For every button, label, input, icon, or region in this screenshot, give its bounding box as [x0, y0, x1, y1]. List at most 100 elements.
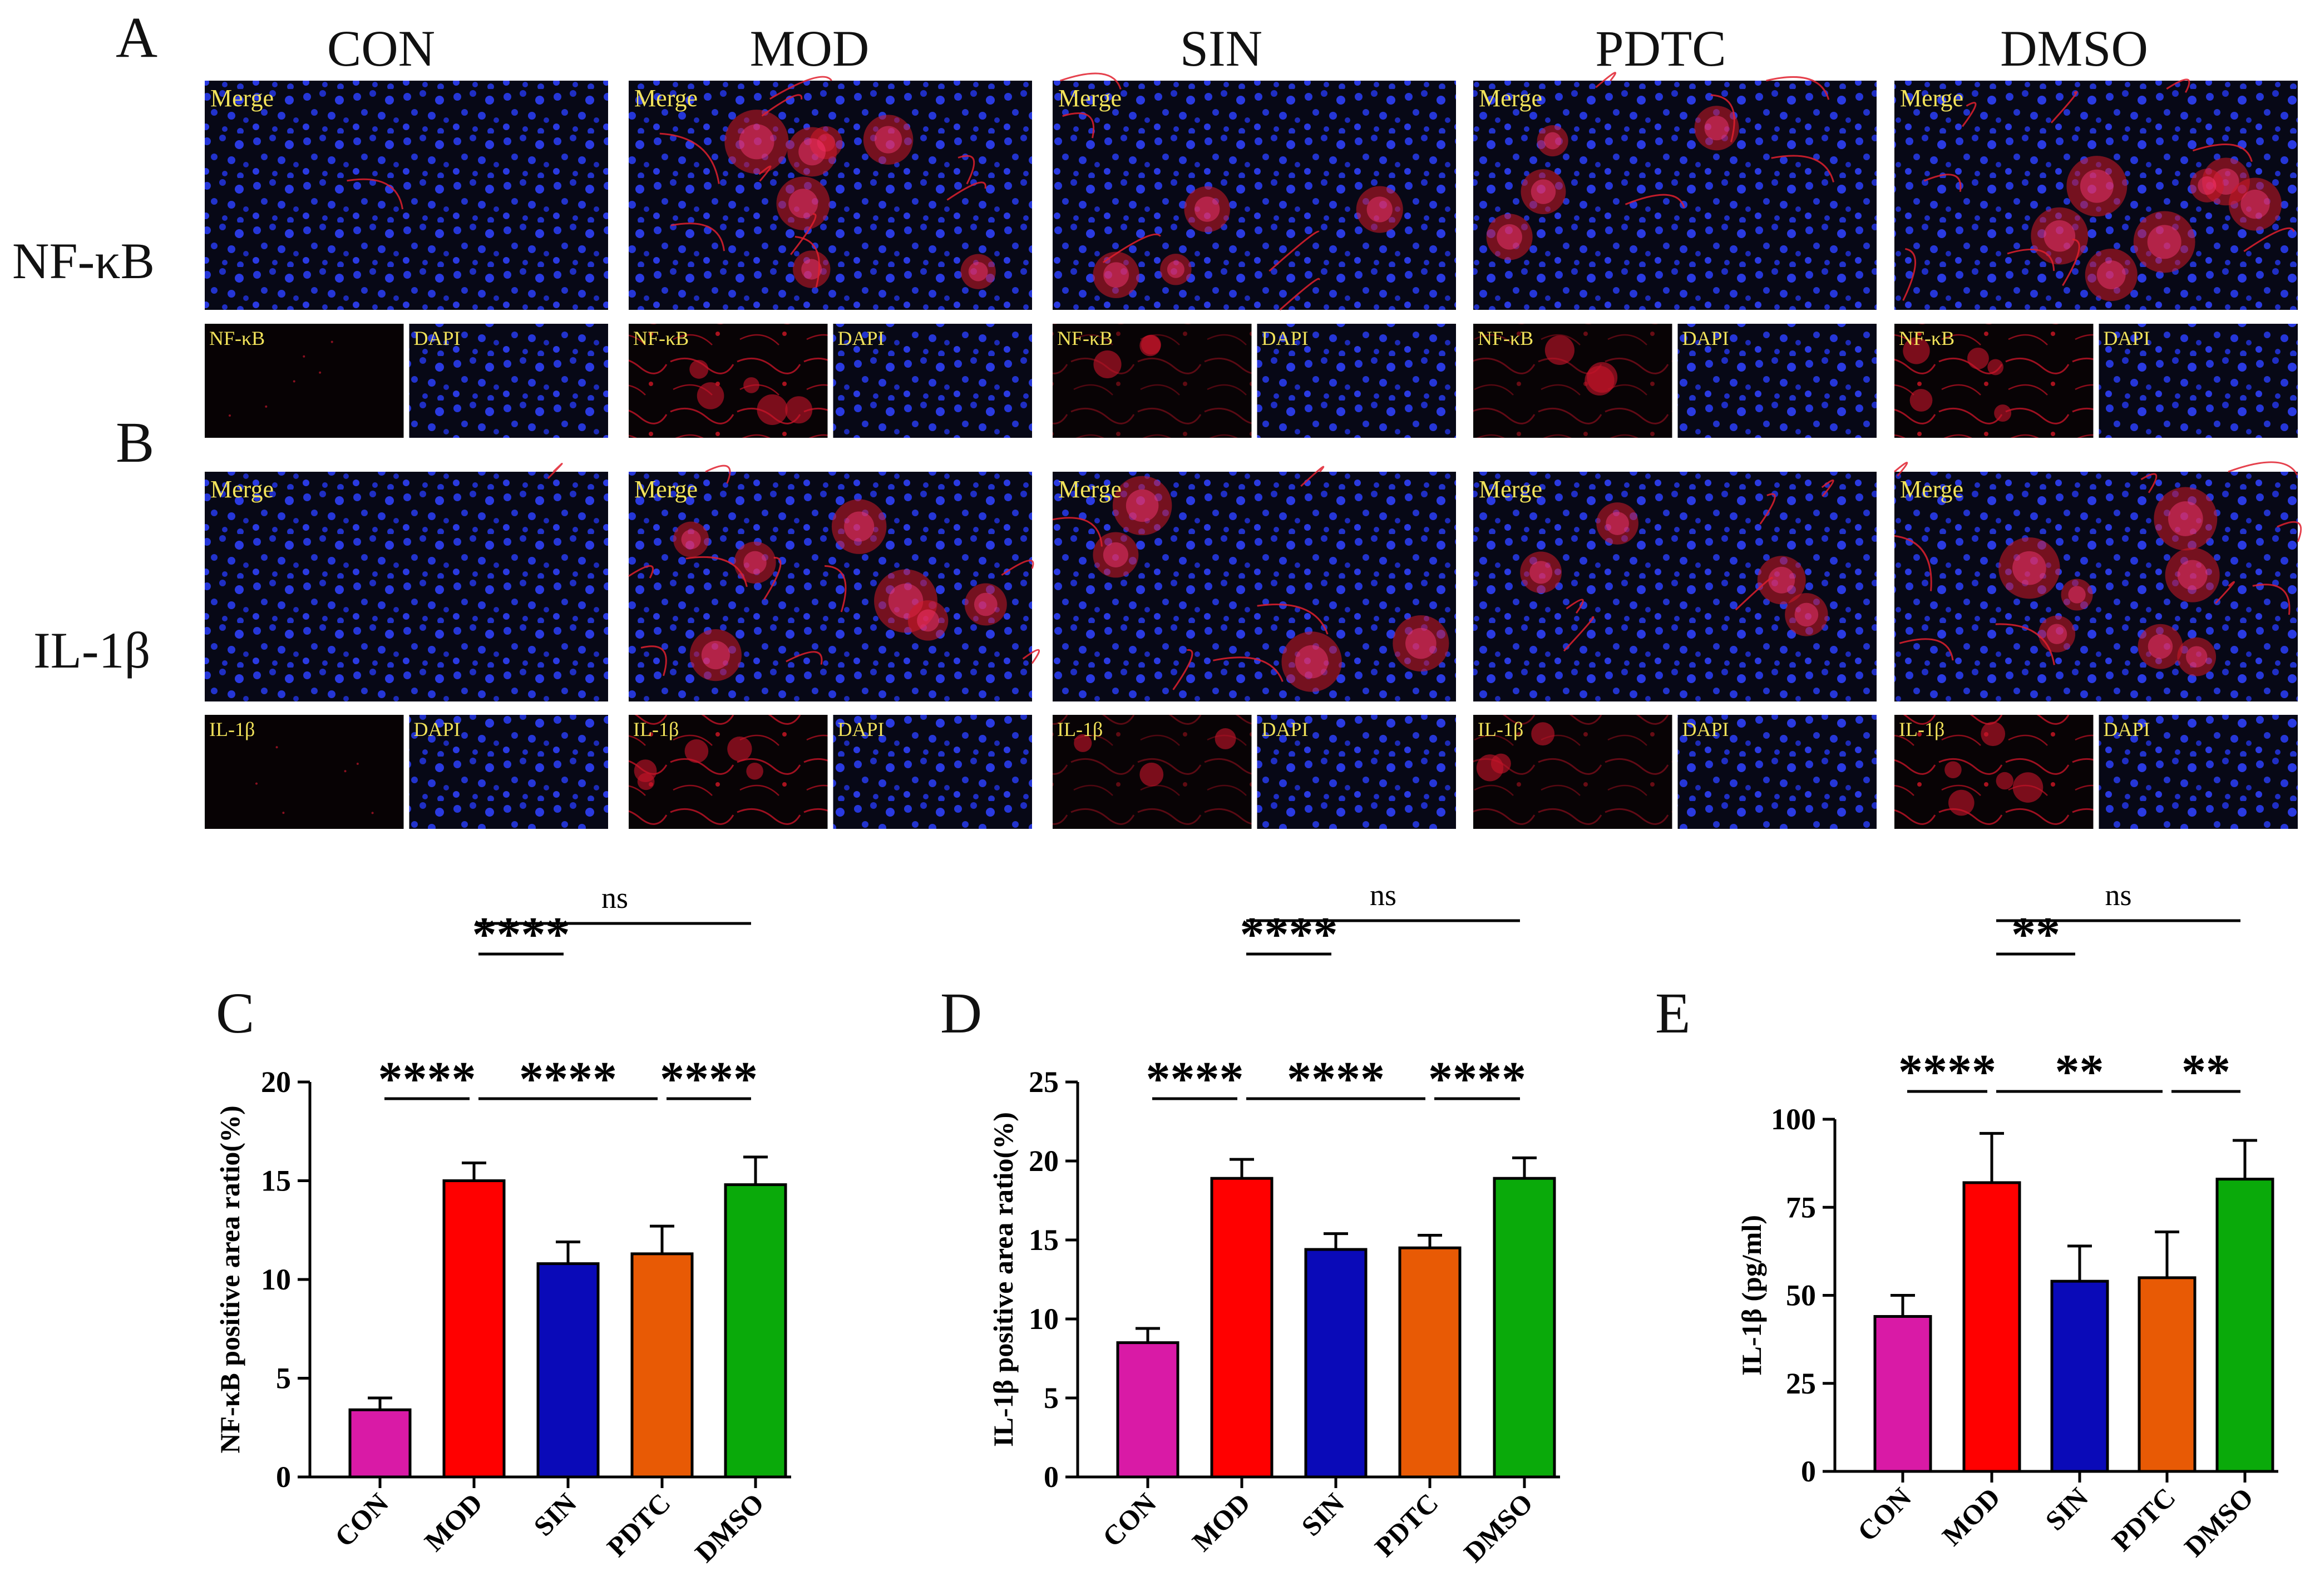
- y-tick-label: 10: [1029, 1302, 1059, 1336]
- bar-mod: MOD: [418, 1162, 506, 1557]
- significance-label: ****: [1898, 1045, 1996, 1099]
- y-tick-label: 0: [1044, 1460, 1059, 1494]
- bar-rect: [1304, 1248, 1368, 1479]
- dapi-image-il1b-con: DAPI: [409, 715, 608, 829]
- x-tick-label: MOD: [1186, 1487, 1256, 1557]
- dapi-image-il1b-mod: DAPI: [833, 715, 1032, 829]
- dapi-image-nfkb-con: DAPI: [409, 324, 608, 438]
- dapi-image-il1b-dmso: DAPI: [2099, 715, 2298, 829]
- significance-1-2: ****: [472, 908, 570, 962]
- merge-image-il1b-dmso: Merge: [1894, 461, 2302, 701]
- marker-label: NF-κB: [1057, 327, 1113, 349]
- marker-image-nfkb-mod: NF-κB: [629, 324, 828, 438]
- significance-label: ****: [472, 908, 570, 962]
- row-label-nfkb: NF-κB: [12, 233, 155, 289]
- dapi-image-nfkb-sin: DAPI: [1257, 324, 1456, 438]
- bar-dmso: DMSO: [1458, 1156, 1556, 1568]
- significance-3-4: ****: [660, 1053, 758, 1106]
- y-axis-label: IL-1β positive area ratio(%): [988, 1112, 1019, 1447]
- x-tick-label: MOD: [1936, 1481, 2006, 1551]
- merge-image-il1b-mod: Merge: [628, 465, 1040, 701]
- bar-rect: [1493, 1177, 1556, 1479]
- significance-label: **: [2011, 908, 2060, 962]
- significance-1-3: ****: [1246, 1053, 1425, 1106]
- dapi-image-nfkb-dmso: DAPI: [2099, 324, 2298, 438]
- y-tick-label: 75: [1786, 1190, 1816, 1224]
- dapi-label: DAPI: [414, 327, 461, 349]
- y-tick-label: 10: [261, 1263, 291, 1296]
- dapi-label: DAPI: [414, 718, 461, 740]
- bar-rect: [630, 1252, 694, 1479]
- merge-label: Merge: [634, 85, 698, 112]
- significance-label: ****: [1146, 1053, 1244, 1106]
- significance-label: ns: [1370, 878, 1396, 912]
- bar-rect: [1873, 1315, 1932, 1473]
- marker-image-il1b-mod: IL-1β: [629, 715, 828, 829]
- bar-mod: MOD: [1936, 1131, 2021, 1551]
- dapi-image-nfkb-pdtc: DAPI: [1677, 324, 1877, 438]
- significance-1-2: ****: [1240, 908, 1338, 962]
- significance-label: ns: [601, 881, 628, 915]
- y-tick-label: 20: [1029, 1144, 1059, 1178]
- y-tick-label: 5: [276, 1362, 291, 1395]
- marker-image-nfkb-sin: NF-κB: [1053, 324, 1252, 438]
- bar-rect: [2138, 1276, 2197, 1473]
- y-tick-label: 50: [1786, 1279, 1816, 1312]
- merge-image-nfkb-sin: Merge: [1053, 72, 1456, 311]
- y-tick-label: 15: [261, 1164, 291, 1198]
- x-tick-label: PDTC: [1369, 1487, 1444, 1563]
- chart-d: 0 5 10 15 20 25 IL-1β positive area ratio(%) CO…: [988, 878, 1560, 1568]
- dapi-image-il1b-sin: DAPI: [1257, 715, 1456, 829]
- significance-1-2: **: [1996, 908, 2075, 962]
- dapi-image-il1b-pdtc: DAPI: [1677, 715, 1877, 829]
- bar-rect: [1116, 1341, 1179, 1479]
- significance-label: ****: [660, 1053, 758, 1106]
- significance-1-3: **: [1996, 1045, 2163, 1099]
- column-header-dmso: DMSO: [2000, 20, 2148, 77]
- x-tick-label: PDTC: [601, 1487, 677, 1563]
- bar-con: CON: [1097, 1327, 1179, 1553]
- significance-0-1: ****: [1146, 1053, 1244, 1106]
- chart-c: 0 5 10 15 20 NF-κB positive area ratio(%) CON M…: [214, 881, 791, 1568]
- marker-image-nfkb-con: NF-κB: [205, 324, 404, 438]
- bar-mod: MOD: [1186, 1158, 1274, 1557]
- bar-con: CON: [1852, 1294, 1932, 1547]
- y-tick-label: 100: [1771, 1103, 1816, 1136]
- marker-label: NF-κB: [633, 327, 689, 349]
- marker-image-nfkb-pdtc: NF-κB: [1473, 324, 1672, 438]
- y-tick-label: 20: [261, 1065, 291, 1099]
- x-tick-label: SIN: [527, 1487, 583, 1542]
- marker-label: NF-κB: [1899, 327, 1954, 349]
- x-tick-label: MOD: [418, 1487, 488, 1557]
- significance-1-4: ns: [1996, 878, 2240, 922]
- dapi-label: DAPI: [1682, 718, 1729, 740]
- marker-label: NF-κB: [209, 327, 265, 349]
- bar-pdtc: PDTC: [1369, 1233, 1462, 1563]
- x-tick-label: DMSO: [2178, 1481, 2259, 1563]
- column-header-con: CON: [327, 20, 435, 77]
- marker-label: IL-1β: [209, 718, 255, 740]
- significance-label: **: [2181, 1045, 2230, 1099]
- merge-label: Merge: [1479, 476, 1542, 503]
- x-tick-label: PDTC: [2106, 1481, 2181, 1557]
- dapi-label: DAPI: [1262, 718, 1309, 740]
- x-tick-label: SIN: [2039, 1481, 2094, 1536]
- dapi-label: DAPI: [1262, 327, 1309, 349]
- merge-label: Merge: [210, 476, 274, 503]
- bar-rect: [442, 1179, 506, 1479]
- merge-label: Merge: [1479, 85, 1542, 112]
- y-axis-label: NF-κB positive area ratio(%): [214, 1105, 245, 1453]
- marker-image-nfkb-dmso: NF-κB: [1894, 324, 2094, 438]
- marker-image-il1b-sin: IL-1β: [1053, 715, 1252, 829]
- x-tick-label: DMSO: [689, 1487, 770, 1568]
- y-tick-label: 0: [1801, 1455, 1816, 1488]
- significance-label: ****: [1240, 908, 1338, 962]
- column-header-mod: MOD: [750, 20, 870, 77]
- bar-rect: [2215, 1178, 2274, 1473]
- bar-rect: [724, 1183, 787, 1479]
- y-tick-label: 15: [1029, 1223, 1059, 1257]
- merge-label: Merge: [1058, 85, 1122, 112]
- significance-label: ns: [2105, 878, 2131, 912]
- significance-1-4: ns: [478, 881, 751, 925]
